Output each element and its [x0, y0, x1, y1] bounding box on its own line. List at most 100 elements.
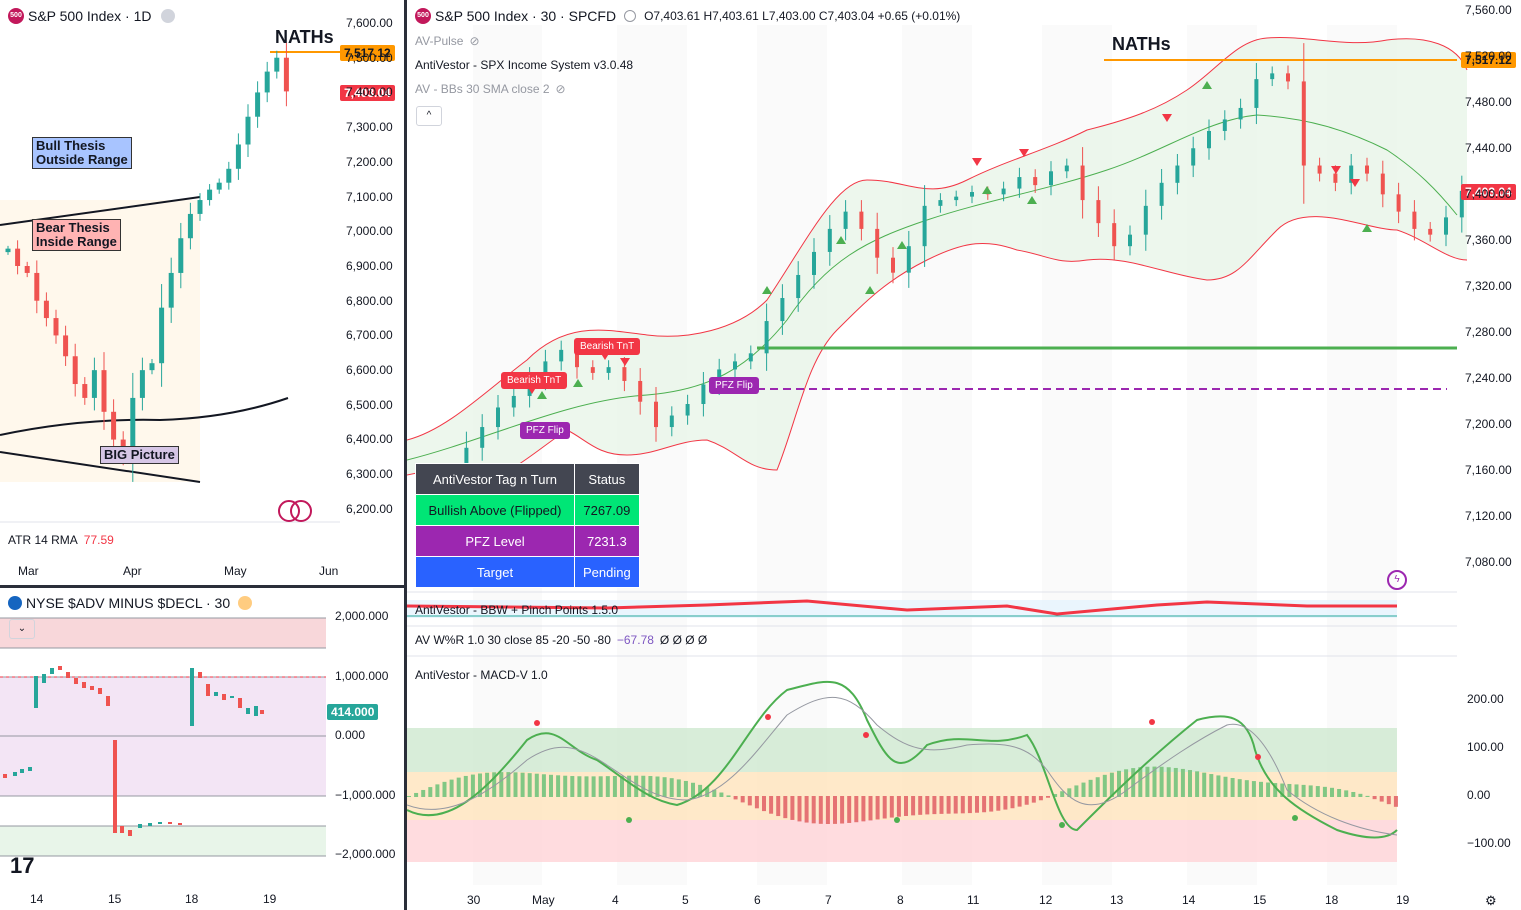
collapse-chevron-icon[interactable]: ^	[416, 106, 442, 126]
collapse-chevron-icon[interactable]: ⌄	[9, 619, 35, 639]
main-candle	[1459, 190, 1464, 218]
macd-hist-bar	[1152, 766, 1157, 797]
daily-y-tick: 6,500.00	[346, 397, 393, 412]
macd-hist-bar	[563, 775, 568, 797]
pane-divider-horizontal[interactable]	[0, 585, 404, 588]
daily-y-tick: 6,200.00	[346, 501, 393, 516]
daily-candle	[139, 370, 145, 398]
macd-hist-bar	[904, 796, 908, 816]
pane-divider-vertical[interactable]	[404, 0, 407, 910]
main-y-tick: 7,280.00	[1465, 325, 1512, 339]
wr-indicator-label[interactable]: AV W%R 1.0 30 close 85 -20 -50 -80 −67.78…	[415, 633, 708, 647]
indicator-bbs[interactable]: AV - BBs 30 SMA close 2 ⊘	[415, 82, 566, 96]
bbw-indicator-label[interactable]: AntiVestor - BBW + Pinch Points 1.5.0	[415, 603, 619, 617]
main-x-tick: 14	[1182, 893, 1196, 907]
settings-gear-icon[interactable]: ⚙	[1485, 893, 1497, 908]
macd-hist-bar	[1102, 774, 1107, 797]
bearish-triangle	[620, 358, 630, 366]
main-candle	[717, 369, 722, 385]
adv-decl-candle	[28, 767, 32, 771]
macd-cross-dot	[1255, 754, 1261, 760]
macd-hist-bar	[1138, 767, 1143, 797]
macd-zone-high	[407, 728, 1397, 772]
main-chart-canvas[interactable]	[407, 0, 1521, 910]
main-candle	[654, 401, 658, 428]
macd-cross-dot	[765, 714, 771, 720]
lower-trendline	[0, 451, 201, 483]
macd-hist-bar	[790, 796, 795, 820]
macd-hist-bar	[1386, 796, 1391, 805]
lightning-icon[interactable]: ϟ	[1387, 570, 1407, 590]
indicator-spx-income[interactable]: AntiVestor - SPX Income System v3.0.48	[415, 58, 634, 72]
macd-hist-bar	[1287, 783, 1292, 797]
macd-hist-bar	[953, 796, 958, 814]
macd-hist-bar	[1237, 779, 1242, 797]
table-header-cell: Status	[574, 463, 640, 495]
daily-candle	[226, 168, 232, 183]
sun-icon[interactable]	[238, 596, 253, 610]
macd-hist-bar	[577, 776, 582, 797]
main-x-tick: 30	[467, 893, 481, 907]
adv-decl-y-tick: −1,000.000	[335, 787, 396, 802]
main-chart-header: 500 S&P 500 Index · 30 · SPCFD O7,403.61…	[415, 8, 960, 24]
nath-label: NATHs	[275, 27, 334, 47]
macd-hist-bar	[783, 796, 788, 819]
bearish-triangle	[1350, 179, 1360, 187]
bearish-triangle	[972, 158, 982, 166]
adv-decl-pane[interactable]: NYSE $ADV MINUS $DECL · 30 ⌄ 414.000 2,0…	[0, 588, 404, 910]
adv-decl-candle	[198, 672, 202, 678]
macd-indicator-label[interactable]: AntiVestor - MACD-V 1.0	[415, 668, 548, 682]
main-x-tick: 15	[1253, 893, 1267, 907]
flag-icon[interactable]	[278, 500, 312, 522]
macd-hist-bar	[428, 787, 433, 797]
macd-hist-bar	[925, 796, 930, 815]
daily-chart-pane[interactable]: 500 S&P 500 Index · 1D NATHs Bull Thesis…	[0, 0, 404, 585]
macd-hist-bar	[1379, 796, 1384, 802]
main-x-tick: 12	[1039, 893, 1053, 907]
adv-decl-candle	[246, 708, 250, 714]
macd-hist-bar	[804, 796, 809, 823]
main-candle	[1444, 217, 1448, 235]
main-candle	[938, 200, 943, 206]
circle-icon[interactable]	[624, 10, 637, 22]
adv-decl-candle	[120, 826, 124, 833]
macd-hist-bar	[1017, 796, 1022, 807]
adv-decl-candle	[230, 696, 234, 698]
adv-decl-candle	[214, 692, 218, 696]
main-candle	[685, 404, 690, 416]
adv-decl-candle	[3, 774, 7, 778]
adv-decl-x-tick: 19	[263, 892, 277, 906]
macd-hist-bar	[1273, 783, 1278, 797]
adv-decl-title[interactable]: NYSE $ADV MINUS $DECL · 30	[26, 595, 231, 611]
main-candle	[622, 367, 627, 381]
indicator-av-pulse[interactable]: AV-Pulse ⊘	[415, 34, 480, 48]
macd-hist-bar	[598, 776, 603, 797]
main-candle	[1064, 165, 1069, 172]
macd-hist-bar	[421, 789, 426, 797]
main-candle	[543, 361, 548, 379]
macd-hist-bar	[705, 787, 710, 797]
main-candle	[796, 274, 801, 299]
eye-off-icon: ⊘	[469, 34, 480, 48]
macd-hist-bar	[492, 772, 497, 797]
main-candle	[1143, 205, 1148, 235]
macd-hist-bar	[833, 796, 837, 824]
main-candle	[1159, 182, 1164, 206]
main-candle	[1207, 130, 1211, 149]
daily-chart-title[interactable]: S&P 500 Index · 1D	[28, 8, 152, 24]
main-chart-pane[interactable]: 500 S&P 500 Index · 30 · SPCFD O7,403.61…	[407, 0, 1521, 910]
daily-candle	[63, 335, 69, 357]
adv-decl-x-tick: 15	[108, 892, 122, 906]
macd-hist-bar	[691, 782, 695, 797]
table-cell: 7267.09	[574, 494, 640, 526]
main-y-tick: 7,120.00	[1465, 509, 1512, 523]
main-candle	[970, 192, 974, 197]
macd-hist-bar	[747, 796, 752, 806]
macd-hist-bar	[1188, 770, 1192, 797]
main-chart-title[interactable]: S&P 500 Index · 30 · SPCFD	[435, 8, 617, 24]
macd-hist-bar	[889, 796, 894, 818]
adv-decl-canvas[interactable]	[0, 588, 404, 910]
minus-circle-icon[interactable]	[161, 9, 176, 23]
macd-hist-bar	[1117, 770, 1121, 797]
macd-hist-bar	[996, 796, 1001, 811]
